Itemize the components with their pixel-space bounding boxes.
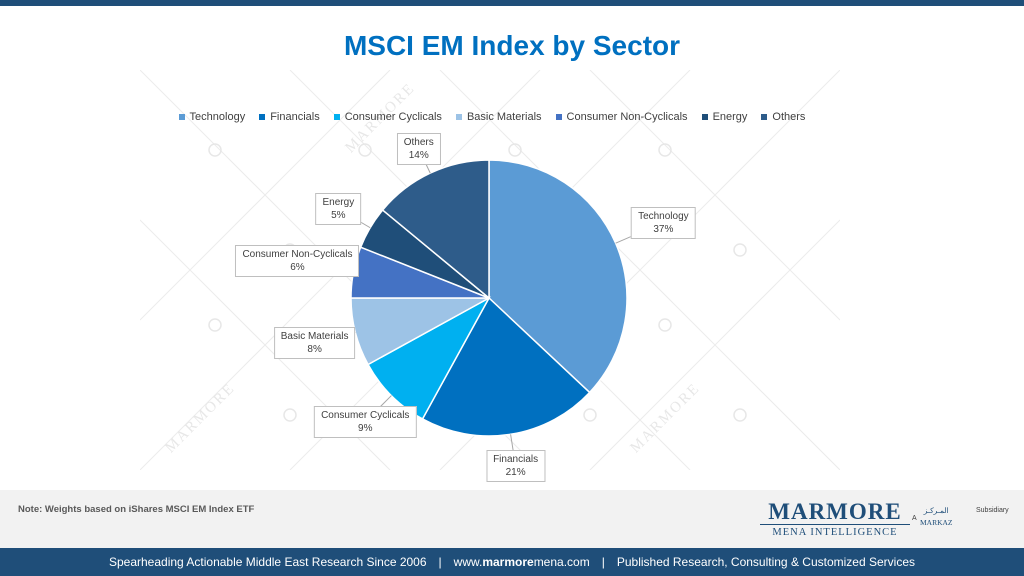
footer-url-prefix: www. — [453, 555, 483, 569]
footer-separator: | — [438, 555, 442, 569]
pie-slice-others — [381, 159, 490, 300]
data-label-category: Energy — [322, 196, 355, 208]
legend-swatch — [455, 114, 462, 120]
data-label: Consumer Non-Cyclicals 6% — [235, 245, 360, 278]
data-label: Technology 37% — [631, 206, 696, 239]
legend-swatch — [701, 114, 708, 120]
legend-item: Technology — [178, 111, 246, 123]
data-label-category: Consumer Cyclicals — [321, 409, 410, 421]
legend-item: Energy — [701, 111, 748, 123]
data-label: Others 14% — [396, 132, 441, 165]
footer-separator: | — [601, 555, 605, 569]
legend-item: Consumer Cyclicals — [333, 111, 442, 123]
data-label-value: 21% — [505, 466, 526, 478]
legend-item: Consumer Non-Cyclicals — [555, 111, 688, 123]
data-label-category: Financials — [493, 453, 539, 465]
legend-item: Basic Materials — [455, 111, 542, 123]
data-label-category: Technology — [638, 210, 689, 222]
data-label-category: Basic Materials — [280, 330, 349, 342]
legend-label: Consumer Non-Cyclicals — [566, 111, 688, 123]
pie-slice-technology — [488, 159, 628, 394]
legend-label: Energy — [712, 111, 748, 123]
data-label-value: 9% — [358, 422, 373, 434]
logo-name: MARMORE — [768, 499, 902, 524]
logo-prefix: A — [912, 515, 917, 522]
legend-swatch — [178, 114, 185, 120]
footer-url[interactable]: www.marmoremena.com — [454, 555, 590, 569]
logo-subsidiary: Subsidiary — [976, 507, 1009, 514]
logo-tagline: MENA INTELLIGENCE — [760, 524, 910, 538]
note-band — [0, 490, 1024, 548]
footer-services: Published Research, Consulting & Customi… — [616, 555, 915, 569]
data-label-value: 6% — [290, 262, 305, 274]
footer-tagline: Spearheading Actionable Middle East Rese… — [108, 555, 427, 569]
legend-label: Consumer Cyclicals — [344, 111, 442, 123]
footer-bar: Spearheading Actionable Middle East Rese… — [0, 548, 1024, 576]
marmore-logo: MARMORE MENA INTELLIGENCE — [760, 500, 910, 538]
legend-swatch — [761, 114, 768, 120]
legend-label: Technology — [189, 111, 246, 123]
legend-swatch — [555, 114, 562, 120]
pie-slice-financials — [421, 296, 591, 437]
legend-label: Financials — [270, 111, 320, 123]
chart-title: MSCI EM Index by Sector — [343, 30, 681, 61]
markaz-logo: المـركـز MARKAZ — [920, 505, 953, 529]
markaz-arabic: المـركـز — [923, 506, 949, 515]
data-label-value: 8% — [307, 343, 322, 355]
legend-label: Basic Materials — [466, 111, 542, 123]
legend-swatch — [259, 114, 266, 120]
data-label-value: 14% — [408, 149, 429, 161]
data-label: Basic Materials 8% — [273, 326, 356, 359]
data-label-value: 37% — [653, 223, 674, 235]
data-label: Financials 21% — [486, 449, 546, 482]
footer-url-suffix: mena.com — [533, 555, 590, 569]
data-label-category: Others — [403, 136, 434, 148]
top-accent-bar — [0, 0, 1024, 6]
footer-url-brand: marmore — [482, 555, 534, 569]
data-label: Consumer Cyclicals 9% — [314, 405, 417, 438]
markaz-name: MARKAZ — [920, 518, 953, 527]
chart-legend: Technology Financials Consumer Cyclicals Ba… — [0, 111, 984, 123]
legend-item: Financials — [259, 111, 320, 123]
data-label: Energy 5% — [315, 192, 362, 225]
source-note: Note: Weights based on iShares MSCI EM I… — [18, 504, 255, 515]
data-label-value: 5% — [331, 209, 346, 221]
data-label-category: Consumer Non-Cyclicals — [242, 249, 353, 261]
legend-item: Others — [761, 111, 805, 123]
legend-label: Others — [772, 111, 806, 123]
legend-swatch — [333, 114, 340, 120]
